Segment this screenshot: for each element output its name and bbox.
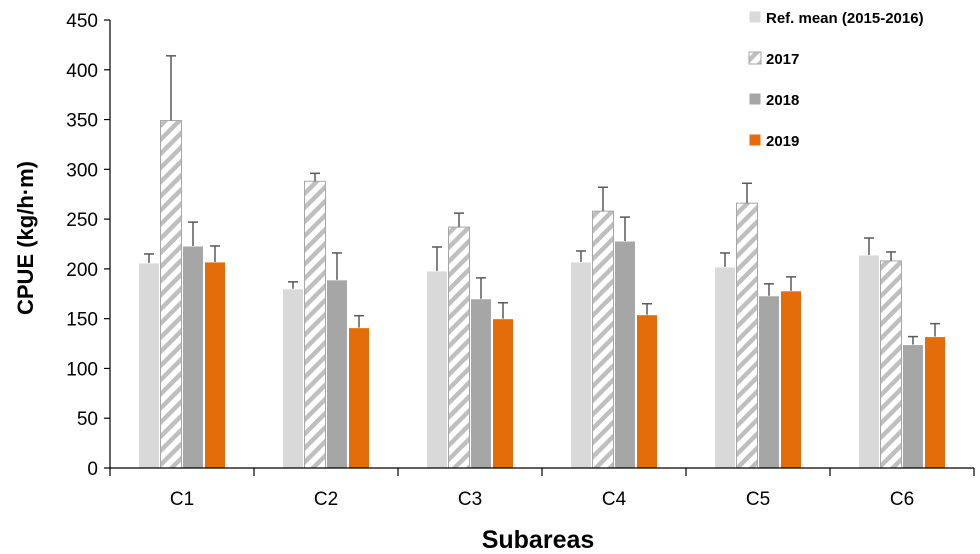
bar-c1-series-4 xyxy=(204,261,226,469)
bar-c3-series-3 xyxy=(470,298,492,469)
legend-label-3: 2018 xyxy=(766,92,799,109)
bar-c6-series-3 xyxy=(902,344,924,469)
bar-c6-series-4 xyxy=(924,336,946,469)
bar-c5-series-1 xyxy=(714,266,736,469)
bar-c4-series-4 xyxy=(636,314,658,469)
legend-label-4: 2019 xyxy=(766,133,799,150)
x-tick-label-c6: C6 xyxy=(890,489,914,510)
y-tick-label: 250 xyxy=(66,210,98,231)
x-tick-label-c4: C4 xyxy=(602,489,627,510)
y-tick-label: 0 xyxy=(87,459,98,480)
legend: Ref. mean (2015-2016) 2017 2018 2019 xyxy=(748,10,924,150)
bar-c2-series-3 xyxy=(326,279,348,469)
y-tick-label: 200 xyxy=(66,260,98,281)
axes-layer xyxy=(104,19,975,476)
y-tick-label: 450 xyxy=(66,11,98,32)
bar-c5-series-3 xyxy=(758,295,780,469)
bar-c1-series-2 xyxy=(160,120,182,469)
legend-label-2: 2017 xyxy=(766,51,799,68)
bar-c4-series-2 xyxy=(592,210,614,469)
bar-c1-series-3 xyxy=(182,245,204,469)
x-tick-label-c5: C5 xyxy=(746,489,770,510)
x-axis-title: Subareas xyxy=(482,526,595,554)
y-axis-title: CPUE (kg/h·m) xyxy=(13,161,38,315)
bar-c5-series-4 xyxy=(780,290,802,469)
bar-c3-series-4 xyxy=(492,318,514,469)
legend-swatch-3 xyxy=(748,92,762,106)
bar-c6-series-2 xyxy=(880,260,902,469)
bar-c3-series-1 xyxy=(426,270,448,469)
legend-label-1: Ref. mean (2015-2016) xyxy=(766,10,924,27)
x-tick-label-c2: C2 xyxy=(314,489,338,510)
x-tick-label-c1: C1 xyxy=(170,489,194,510)
x-tick-label-c3: C3 xyxy=(458,489,482,510)
bar-c3-series-2 xyxy=(448,226,470,469)
legend-swatch-1 xyxy=(748,10,762,24)
y-tick-label: 100 xyxy=(66,359,98,380)
y-tick-label: 400 xyxy=(66,61,98,82)
bar-c2-series-1 xyxy=(282,288,304,469)
bar-c1-series-1 xyxy=(138,262,160,469)
y-tick-label: 150 xyxy=(66,310,98,331)
bar-c5-series-2 xyxy=(736,202,758,469)
y-tick-label: 300 xyxy=(66,160,98,181)
legend-swatch-2 xyxy=(748,51,762,65)
bar-c2-series-4 xyxy=(348,327,370,469)
legend-swatch-4 xyxy=(748,133,762,147)
bar-c6-series-1 xyxy=(858,254,880,469)
y-tick-label: 50 xyxy=(77,409,98,430)
labels-layer: 0 50 100 150 200 250 300 350 400 450 C1 C2 C3 C4 C5 C6 xyxy=(66,11,914,510)
bars-layer xyxy=(138,55,946,469)
bar-c4-series-3 xyxy=(614,240,636,469)
bar-c2-series-2 xyxy=(304,180,326,469)
bar-c4-series-1 xyxy=(570,261,592,469)
y-tick-label: 350 xyxy=(66,111,98,132)
